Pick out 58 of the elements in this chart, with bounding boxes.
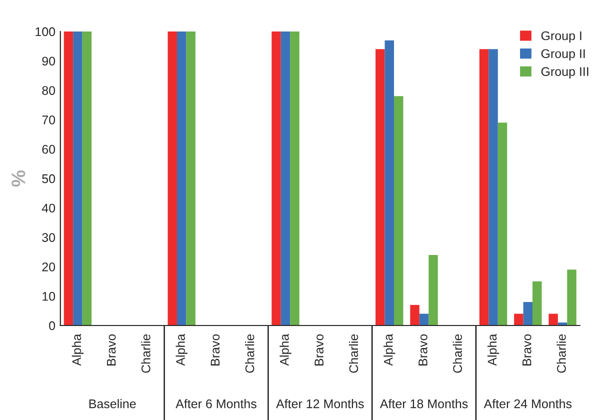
- legend-label: Group I: [541, 31, 582, 43]
- legend-label: Group II: [541, 49, 585, 61]
- y-tick-label: 10: [42, 292, 56, 301]
- bar: [176, 32, 186, 326]
- y-tick-label: 60: [42, 144, 56, 154]
- x-tick-label: Bravo: [210, 334, 220, 366]
- x-tick-label: Bravo: [314, 334, 324, 366]
- x-tick-label: Alpha: [176, 334, 188, 366]
- text: After 6 Months: [176, 399, 256, 408]
- bar: [567, 270, 576, 326]
- bar: [73, 32, 82, 326]
- x-tick-label: Alpha: [384, 334, 396, 366]
- x-tick-label: Alpha: [487, 334, 500, 366]
- bar: [419, 314, 429, 326]
- bar: [514, 314, 524, 326]
- bar: [548, 314, 558, 326]
- bar: [394, 96, 404, 326]
- bar: [523, 302, 533, 326]
- x-tick-label: Charlie: [348, 334, 358, 373]
- y-tick-label: 30: [42, 233, 56, 242]
- x-tick-label: Alpha: [280, 334, 292, 366]
- bar: [186, 32, 196, 326]
- y-tick-label: 0: [49, 321, 56, 330]
- text: Baseline: [89, 399, 136, 408]
- x-tick-label: Charlie: [452, 334, 462, 373]
- bar: [498, 122, 508, 326]
- bar: [168, 32, 177, 326]
- bar: [488, 49, 498, 326]
- bar: [82, 32, 92, 326]
- bar: [479, 49, 489, 326]
- x-tick-label: Charlie: [141, 334, 150, 373]
- legend-label: Group III: [541, 67, 588, 78]
- bar: [376, 49, 385, 326]
- bar: [410, 304, 420, 326]
- text: After 24 Months: [484, 399, 572, 408]
- x-tick-label: Alpha: [72, 334, 84, 366]
- y-tick-label: 40: [42, 204, 56, 213]
- y-tick-label: 20: [42, 262, 56, 272]
- x-tick-label: Bravo: [418, 334, 428, 366]
- bar: [64, 32, 74, 326]
- x-tick-label: Charlie: [245, 334, 254, 373]
- y-tick-label: 90: [42, 56, 56, 66]
- y-tick-label: 70: [42, 116, 56, 124]
- x-tick-label: Bravo: [522, 334, 532, 366]
- y-tick-label: 100: [36, 27, 56, 36]
- text: After 18 Months: [380, 399, 468, 408]
- y-tick-label: 50: [42, 174, 56, 184]
- bar: [532, 281, 542, 326]
- bar: [384, 40, 394, 326]
- bar: [272, 32, 281, 326]
- text: After 12 Months: [276, 399, 364, 408]
- bar: [280, 32, 290, 326]
- x-tick-label: Bravo: [106, 334, 116, 366]
- bar: [428, 254, 438, 326]
- y-axis-title: %: [12, 170, 26, 187]
- x-tick-label: Charlie: [556, 334, 566, 373]
- y-tick-label: 80: [42, 86, 56, 95]
- bar: [290, 32, 300, 326]
